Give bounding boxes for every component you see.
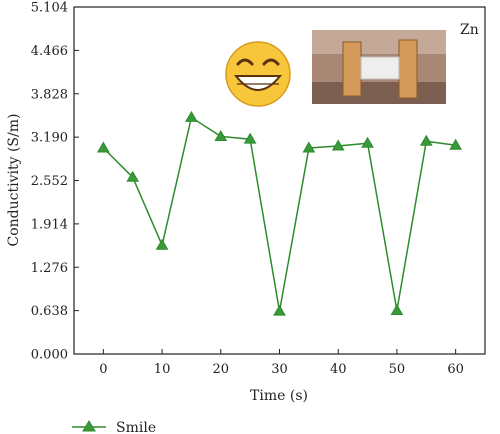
data-point: [273, 304, 286, 316]
data-point: [361, 136, 374, 148]
smiling-face-emoji: [225, 41, 291, 107]
data-point: [185, 110, 198, 122]
data-point: [96, 141, 110, 153]
data-point: [331, 139, 345, 151]
y-tick-label: 1.276: [31, 261, 68, 276]
x-tick-label: 40: [330, 362, 347, 377]
legend-marker: [82, 420, 96, 432]
data-point: [243, 132, 257, 144]
zn-annotation: Zn: [460, 22, 479, 38]
data-point: [302, 141, 316, 153]
x-tick-label: 60: [447, 362, 464, 377]
x-axis: 0 10 20 30 40 50 60: [99, 349, 464, 377]
data-point: [126, 170, 140, 182]
y-tick-label: 1.914: [31, 217, 68, 232]
x-tick-label: 20: [213, 362, 230, 377]
x-tick-label: 10: [154, 362, 171, 377]
series-line-smile: [102, 116, 456, 312]
y-tick-label: 3.190: [31, 131, 68, 146]
y-tick-label: 5.104: [31, 1, 68, 16]
data-point: [155, 238, 169, 250]
data-point: [390, 303, 404, 315]
data-point: [419, 134, 433, 146]
y-tick-label: 0.000: [31, 348, 68, 363]
wrist-sensor-photo: [312, 30, 446, 104]
y-axis: 0.000 0.638 1.276 1.914 2.552 3.190 3.828 4.466…: [31, 1, 79, 363]
x-tick-label: 30: [271, 362, 288, 377]
data-point: [214, 129, 228, 141]
x-tick-label: 0: [99, 362, 107, 377]
y-axis-title: Conductivity (S/m): [6, 114, 22, 247]
y-tick-label: 4.466: [31, 44, 68, 59]
series-smile: [96, 110, 463, 316]
y-tick-label: 2.552: [31, 174, 68, 189]
data-point: [449, 138, 463, 150]
y-tick-label: 3.828: [31, 87, 68, 102]
x-axis-title: Time (s): [250, 388, 308, 404]
x-tick-label: 50: [389, 362, 406, 377]
legend: Smile: [72, 420, 156, 434]
y-tick-label: 0.638: [31, 304, 68, 319]
legend-label-smile: Smile: [116, 420, 156, 434]
